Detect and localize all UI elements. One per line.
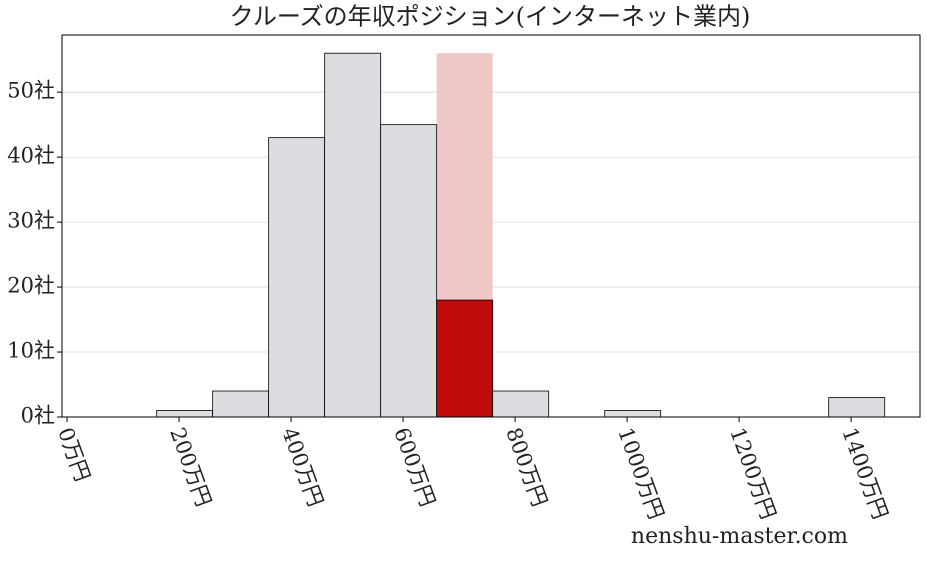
bar (268, 137, 326, 418)
bar (828, 397, 886, 418)
x-tick-label: 600万円 (389, 424, 440, 509)
y-tick-label: 40社 (7, 144, 55, 168)
x-tick-label: 800万円 (501, 424, 552, 509)
chart-title: クルーズの年収ポジション(インターネット業内) (230, 3, 751, 31)
y-tick-label: 30社 (7, 209, 55, 233)
bar (380, 124, 438, 418)
plot-frame (61, 34, 921, 418)
watermark: nenshu-master.com (631, 524, 848, 549)
y-tick-label: 50社 (7, 79, 55, 103)
y-tick-label: 0社 (21, 404, 55, 428)
bar (436, 299, 494, 418)
bar (324, 52, 382, 418)
bar (604, 410, 662, 418)
x-tick-label: 0万円 (53, 424, 94, 484)
x-tick-label: 1000万円 (613, 424, 668, 522)
x-tick-label: 1400万円 (837, 424, 892, 522)
y-tick-label: 10社 (7, 339, 55, 363)
y-tick-label: 20社 (7, 274, 55, 298)
x-tick-label: 400万円 (277, 424, 328, 509)
bar (212, 390, 270, 418)
bar (156, 410, 214, 418)
bar (492, 390, 550, 418)
x-tick-label: 1200万円 (725, 424, 780, 522)
x-tick-label: 200万円 (165, 424, 216, 509)
